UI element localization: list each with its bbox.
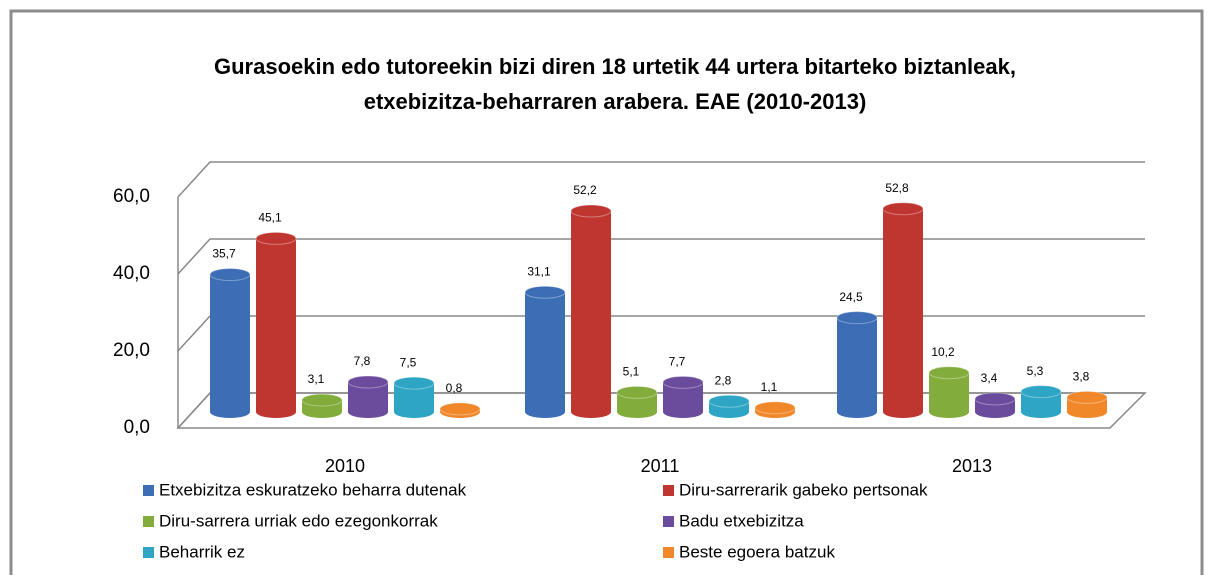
bar-base [1067, 406, 1107, 418]
bar-base [709, 406, 749, 418]
grid-line [177, 238, 1145, 275]
grid-line [177, 161, 1145, 198]
bar-base [571, 406, 611, 418]
bar-base [302, 406, 342, 418]
bar-top [301, 393, 343, 407]
bar-top [1020, 385, 1062, 399]
bar-base [394, 406, 434, 418]
value-label: 35,7 [212, 247, 236, 261]
bar-top [974, 392, 1016, 406]
y-tick-label: 20,0 [113, 340, 150, 361]
value-label: 7,5 [400, 355, 417, 369]
bar-base [929, 406, 969, 418]
legend-swatch [143, 516, 154, 527]
bar [837, 317, 877, 412]
legend-label: Etxebizitza eskuratzeko beharra dutenak [159, 480, 467, 499]
bar [210, 274, 250, 412]
value-label: 3,4 [981, 371, 998, 385]
bar-top [570, 204, 612, 218]
y-tick-label: 0,0 [124, 417, 150, 438]
legend-swatch [143, 547, 154, 558]
y-tick-label: 40,0 [113, 263, 150, 284]
value-label: 31,1 [527, 264, 551, 278]
bar-top [882, 202, 924, 216]
value-label: 24,5 [839, 290, 863, 304]
legend-label: Beste egoera batzuk [679, 542, 835, 561]
legend-label: Diru-sarrerarik gabeko pertsonak [679, 480, 928, 499]
bar [256, 238, 296, 412]
value-label: 2,8 [715, 373, 732, 387]
value-label: 5,1 [623, 365, 640, 379]
bar-top [524, 285, 566, 299]
bar [525, 292, 565, 412]
legend-swatch [663, 485, 674, 496]
bar-base [663, 406, 703, 418]
value-label: 3,1 [308, 372, 325, 386]
legend-label: Beharrik ez [159, 542, 245, 561]
bar-top [255, 231, 297, 245]
value-label: 5,3 [1027, 364, 1044, 378]
value-label: 45,1 [258, 211, 282, 225]
bar-top [662, 375, 704, 389]
bar-top [754, 401, 796, 415]
value-label: 1,1 [761, 380, 778, 394]
x-tick-label: 2013 [952, 456, 992, 476]
bar-base [837, 406, 877, 418]
y-tick-label: 60,0 [113, 186, 150, 207]
value-label: 0,8 [446, 381, 463, 395]
value-label: 7,7 [669, 355, 686, 369]
x-tick-label: 2010 [325, 456, 365, 476]
bar [883, 208, 923, 412]
value-label: 52,8 [885, 181, 909, 195]
value-label: 52,2 [573, 183, 597, 197]
value-label: 7,8 [354, 354, 371, 368]
bar [571, 211, 611, 412]
bar-base [210, 406, 250, 418]
bar-top [393, 376, 435, 390]
bar-base [617, 406, 657, 418]
x-tick-label: 2011 [641, 456, 680, 476]
bar-base [256, 406, 296, 418]
bar-top [616, 385, 658, 399]
value-label: 3,8 [1073, 370, 1090, 384]
legend-label: Badu etxebizitza [679, 511, 804, 530]
chart-title: etxebizitza-beharraren arabera. EAE (201… [364, 89, 867, 114]
bar-top [1066, 390, 1108, 404]
bar-base [525, 406, 565, 418]
legend-swatch [143, 485, 154, 496]
bar-top [439, 402, 481, 416]
legend-swatch [663, 547, 674, 558]
bar-top [347, 375, 389, 389]
bar-base [348, 406, 388, 418]
value-label: 10,2 [931, 345, 955, 359]
bar-top [928, 366, 970, 380]
bar-base [883, 406, 923, 418]
bar [929, 372, 969, 412]
bar-base [1021, 406, 1061, 418]
bar-top [836, 311, 878, 325]
legend-swatch [663, 516, 674, 527]
bar-top [209, 268, 251, 282]
legend-label: Diru-sarrera urriak edo ezegonkorrak [159, 511, 438, 530]
bar-base [975, 406, 1015, 418]
chart-title: Gurasoekin edo tutoreekin bizi diren 18 … [214, 54, 1016, 79]
bar-top [708, 394, 750, 408]
